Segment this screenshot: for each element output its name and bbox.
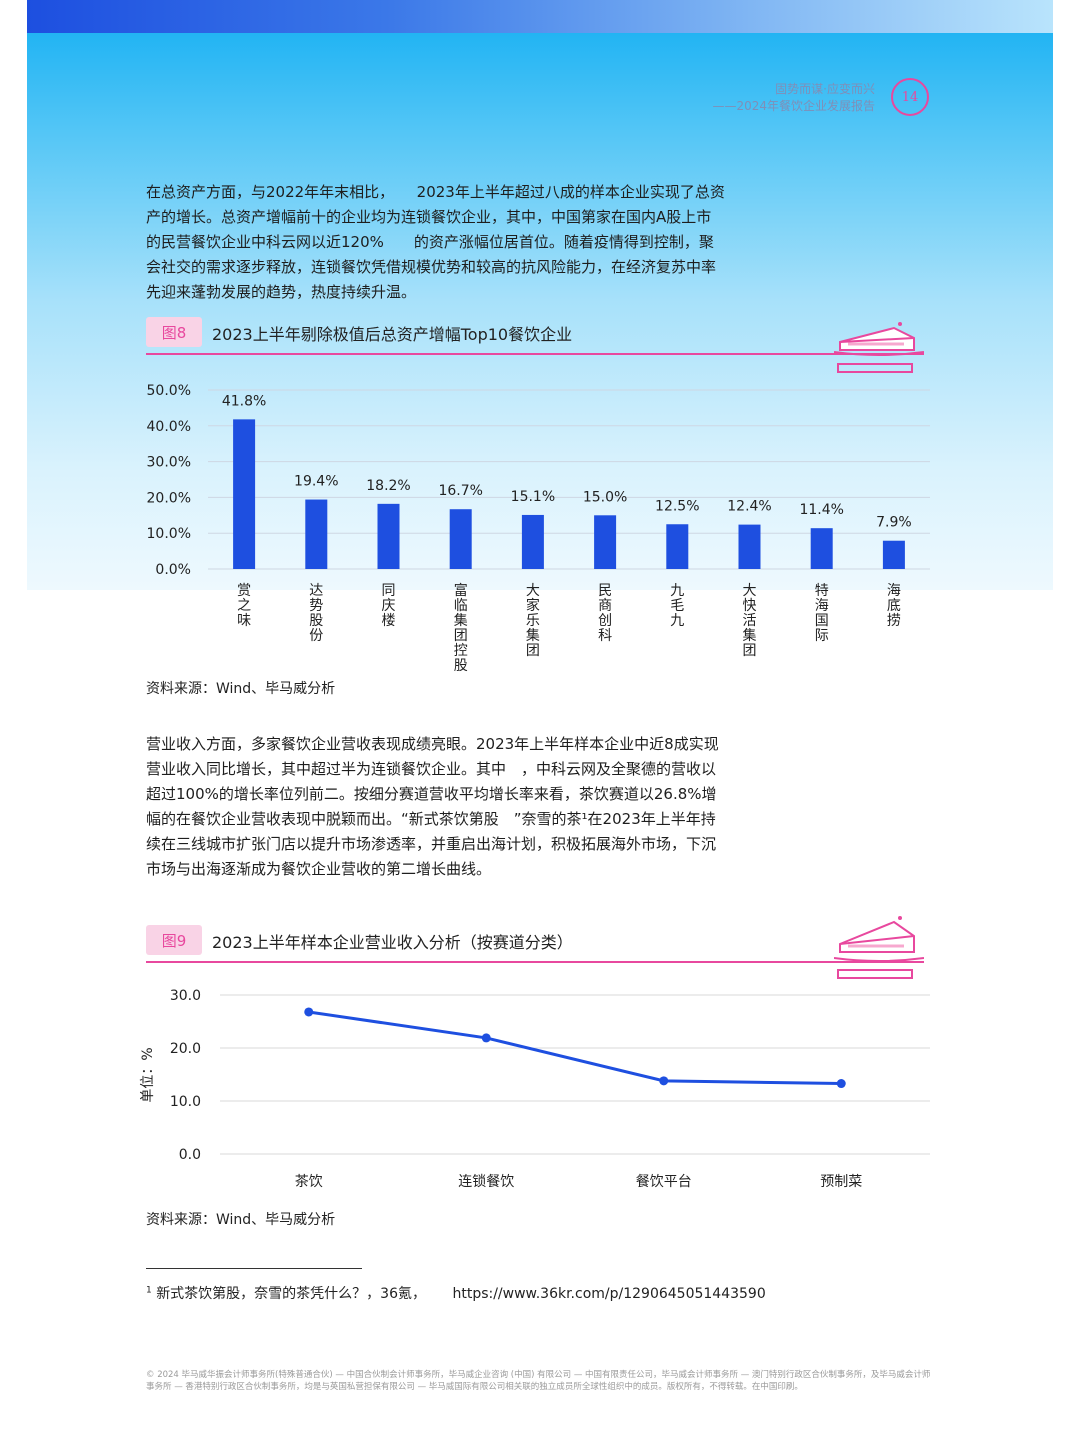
bar-category-label: 民商创科 — [598, 583, 612, 644]
figure8-source: 资料来源：Wind、毕马威分析 — [146, 681, 336, 697]
bar-data-label: 12.5% — [655, 498, 699, 514]
line-category-label: 餐饮平台 — [636, 1174, 692, 1190]
report-slogan: 固势而谋·应变而兴 — [775, 82, 875, 96]
page-number-badge: 14 — [891, 78, 929, 116]
line-category-label: 预制菜 — [820, 1174, 862, 1190]
revenue-paragraph: 营业收入方面，多家餐饮企业营收表现成绩亮眼。2023年上半年样本企业中近8成实现… — [146, 735, 719, 878]
bar-category-label: 赏之味 — [237, 583, 251, 629]
cake-icon — [834, 916, 924, 979]
bar — [882, 540, 905, 569]
bar — [666, 524, 689, 569]
bar-data-label: 19.4% — [294, 474, 338, 490]
bar-category-label: 海底捞 — [887, 583, 901, 629]
bar — [233, 419, 256, 569]
bar-data-label: 11.4% — [799, 502, 843, 518]
figure8-tag: 图8 — [146, 317, 202, 347]
bar-y-tick-label: 20.0% — [147, 490, 191, 506]
line-point — [481, 1033, 491, 1043]
bar — [594, 515, 617, 569]
bar-y-tick-label: 10.0% — [147, 526, 191, 542]
bar-category-label: 特海国际 — [815, 583, 829, 644]
bar-category-label: 大快活集团 — [743, 583, 757, 659]
bar-data-label: 41.8% — [222, 393, 266, 409]
line-category-label: 连锁餐饮 — [458, 1174, 514, 1190]
line-y-tick-label: 0.0 — [179, 1147, 201, 1163]
bar-data-label: 15.0% — [583, 489, 627, 505]
report-subtitle: ——2024年餐饮企业发展报告 — [712, 99, 875, 113]
line-point — [659, 1076, 669, 1086]
bar-data-label: 15.1% — [511, 489, 555, 505]
bar-y-tick-label: 40.0% — [147, 419, 191, 435]
figure9-source: 资料来源：Wind、毕马威分析 — [146, 1212, 336, 1228]
line-y-axis-title: 单位：% — [140, 1047, 156, 1102]
bar — [521, 514, 544, 569]
bar — [810, 528, 833, 569]
bar — [305, 499, 328, 569]
bar-data-label: 12.4% — [727, 499, 771, 515]
bar-category-label: 大家乐集团 — [526, 583, 540, 659]
intro-paragraph: 在总资产方面，与2022年年末相比， 2023年上半年超过八成的样本企业实现了总… — [146, 183, 725, 301]
top-banner — [27, 0, 1053, 33]
line-category-label: 茶饮 — [295, 1174, 323, 1190]
bar-category-label: 达势股份 — [309, 583, 323, 644]
footnote-divider — [146, 1268, 362, 1269]
bar-y-tick-label: 30.0% — [147, 455, 191, 471]
bar-data-label: 7.9% — [876, 515, 912, 531]
series-line — [308, 1010, 842, 1086]
line-y-tick-label: 20.0 — [170, 1041, 201, 1057]
bar — [449, 509, 472, 569]
bar-y-tick-label: 50.0% — [147, 383, 191, 399]
line-point — [304, 1007, 314, 1017]
figure9-tag: 图9 — [146, 925, 202, 955]
bar — [377, 503, 400, 569]
line-point — [836, 1079, 846, 1089]
bar-category-label: 九毛九 — [670, 583, 684, 629]
bar-y-tick-label: 0.0% — [155, 562, 191, 578]
figure8-header: 图8 2023上半年剔除极值后总资产增幅Top10餐饮企业 — [146, 317, 924, 355]
figure8-title: 2023上半年剔除极值后总资产增幅Top10餐饮企业 — [212, 325, 573, 344]
footnote-link[interactable]: https://www.36kr.com/p/1290645051443590 — [452, 1286, 766, 1302]
footnote-text: 新式茶饮第股，奈雪的茶凭什么？，36氪， — [156, 1286, 427, 1302]
figure9-header: 图9 2023上半年样本企业营业收入分析（按赛道分类） — [146, 925, 924, 963]
line-y-tick-label: 10.0 — [170, 1094, 201, 1110]
bar-category-label: 同庆楼 — [382, 583, 396, 629]
figure9-title: 2023上半年样本企业营业收入分析（按赛道分类） — [212, 933, 573, 952]
line-y-tick-label: 30.0 — [170, 988, 201, 1004]
bar — [738, 524, 761, 569]
bar-data-label: 18.2% — [366, 478, 410, 494]
footnote-marker: 1 — [146, 1285, 152, 1296]
cake-icon — [834, 322, 924, 373]
bar-category-label: 富临集团控股 — [454, 582, 468, 674]
footnote: 1 新式茶饮第股，奈雪的茶凭什么？，36氪， https://www.36kr.… — [146, 1283, 766, 1303]
bar-data-label: 16.7% — [438, 483, 482, 499]
copyright-notice: © 2024 毕马威华振会计师事务所(特殊普通合伙) — 中国合伙制会计师事务所… — [146, 1370, 931, 1392]
